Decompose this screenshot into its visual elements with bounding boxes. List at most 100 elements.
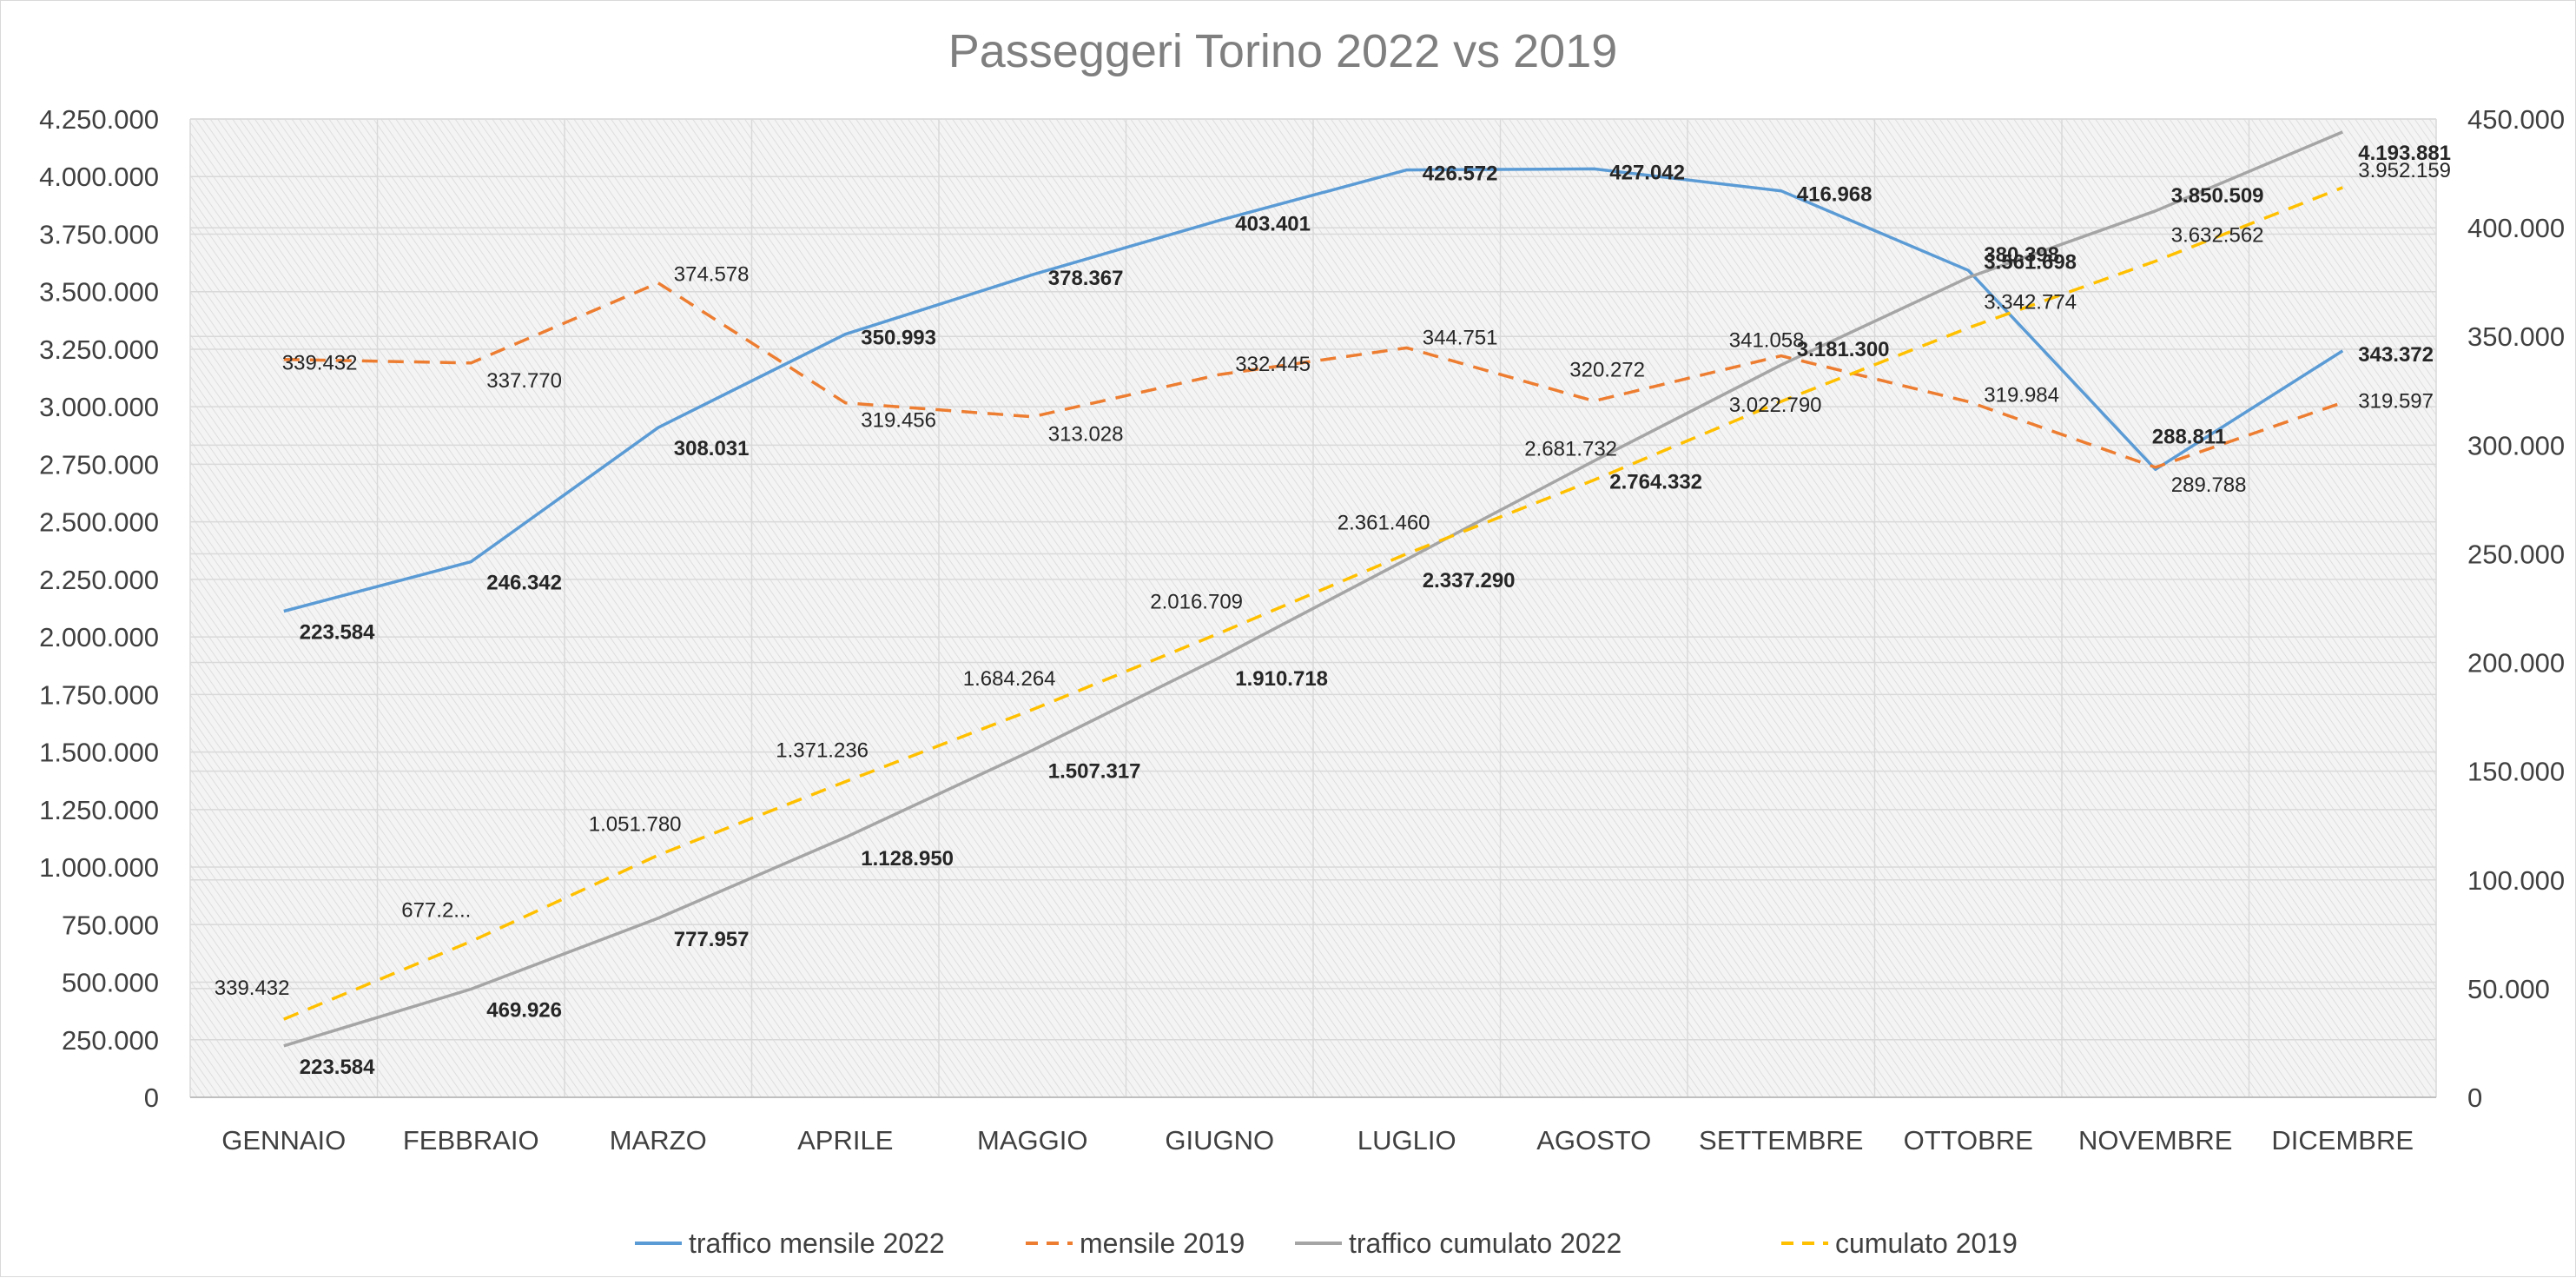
legend: traffico mensile 2022 mensile 2019 traffic… [635, 1228, 2018, 1259]
data-label: 1.910.718 [1235, 667, 1328, 691]
left-axis-tick-label: 3.500.000 [39, 277, 159, 308]
data-label: 288.811 [2152, 425, 2226, 448]
data-label: 3.561.698 [1984, 250, 2077, 274]
legend-label-1: traffico mensile 2022 [689, 1228, 945, 1259]
data-labels: 223.584 246.342 308.031 350.993 378.367 403.4… [215, 142, 2451, 1079]
category-label: MARZO [610, 1125, 707, 1155]
left-axis-tick-label: 1.000.000 [39, 852, 159, 883]
chart-title: Passeggeri Torino 2022 vs 2019 [948, 25, 1618, 77]
data-label: 378.367 [1048, 267, 1124, 290]
data-label: 289.788 [2171, 473, 2247, 497]
left-axis-tick-label: 3.750.000 [39, 219, 159, 249]
data-label: 2.016.709 [1150, 591, 1243, 614]
left-axis-tick-label: 2.500.000 [39, 507, 159, 538]
data-label: 337.770 [486, 369, 562, 393]
data-label: 319.597 [2358, 389, 2434, 413]
category-label: LUGLIO [1357, 1125, 1456, 1155]
right-axis-tick-label: 100.000 [2467, 865, 2565, 896]
data-label: 3.952.159 [2358, 159, 2451, 182]
data-label: 426.572 [1423, 162, 1498, 186]
data-label: 2.337.290 [1423, 569, 1516, 593]
category-label: OTTOBRE [1904, 1125, 2033, 1155]
data-label: 320.272 [1569, 359, 1645, 382]
data-label: 246.342 [486, 572, 562, 595]
left-axis-tick-label: 1.500.000 [39, 738, 159, 768]
left-axis-tick-label: 3.250.000 [39, 334, 159, 365]
right-axis-tick-label: 300.000 [2467, 430, 2565, 460]
data-label: 3.022.790 [1729, 394, 1822, 417]
data-label: 308.031 [674, 437, 750, 460]
data-label: 3.181.300 [1797, 338, 1890, 361]
data-label: 777.957 [674, 928, 750, 951]
data-label: 339.432 [215, 977, 290, 1000]
category-label: APRILE [797, 1125, 893, 1155]
data-label: 380.398 [1984, 243, 2059, 267]
x-axis: GENNAIO FEBBRAIO MARZO APRILE MAGGIO GIUGNO LU… [190, 1096, 2436, 1155]
data-label: 1.051.780 [589, 812, 682, 836]
gridlines [189, 118, 2437, 1098]
right-axis-tick-label: 50.000 [2467, 974, 2550, 1004]
data-label: 374.578 [674, 263, 750, 287]
left-axis-tick-label: 500.000 [62, 968, 159, 998]
right-y-axis: 0 50.000 100.000 150.000 200.000 250.000 300.0… [2467, 104, 2565, 1113]
right-axis-tick-label: 0 [2467, 1083, 2482, 1113]
data-label: 343.372 [2358, 343, 2434, 367]
left-axis-tick-label: 2.750.000 [39, 449, 159, 480]
right-axis-tick-label: 200.000 [2467, 648, 2565, 679]
data-label: 319.456 [861, 409, 936, 433]
series-line-3 [283, 130, 2343, 1048]
series-line-4 [283, 186, 2343, 1021]
data-label: 1.128.950 [861, 847, 954, 871]
left-axis-tick-label: 1.750.000 [39, 679, 159, 710]
data-label: 3.632.562 [2171, 224, 2264, 248]
data-label: 469.926 [486, 998, 562, 1022]
left-axis-tick-label: 4.000.000 [39, 162, 159, 192]
data-label: 350.993 [861, 327, 936, 350]
right-axis-tick-label: 150.000 [2467, 757, 2565, 787]
data-label: 1.371.236 [776, 739, 869, 763]
data-label: 2.361.460 [1338, 511, 1430, 534]
left-axis-tick-label: 750.000 [62, 910, 159, 940]
category-label: SETTEMBRE [1699, 1125, 1863, 1155]
category-label: GIUGNO [1165, 1125, 1274, 1155]
data-label: 2.681.732 [1524, 437, 1617, 460]
right-axis-tick-label: 450.000 [2467, 104, 2565, 135]
category-label: GENNAIO [221, 1125, 346, 1155]
right-axis-tick-label: 250.000 [2467, 539, 2565, 569]
left-axis-tick-label: 2.250.000 [39, 565, 159, 595]
left-axis-tick-label: 250.000 [62, 1025, 159, 1056]
series-lines [283, 130, 2344, 1048]
data-label: 332.445 [1235, 353, 1311, 376]
data-label: 339.432 [282, 352, 358, 375]
data-label: 1.684.264 [963, 667, 1056, 691]
data-label: 4.193.881 [2358, 142, 2451, 165]
data-label: 341.058 [1729, 329, 1805, 353]
category-label: MAGGIO [977, 1125, 1087, 1155]
left-axis-tick-label: 4.250.000 [39, 104, 159, 135]
category-label: NOVEMBRE [2078, 1125, 2232, 1155]
data-label: 427.042 [1609, 161, 1685, 184]
data-label: 344.751 [1423, 326, 1498, 349]
series-line-1 [283, 167, 2344, 613]
category-label: FEBBRAIO [403, 1125, 539, 1155]
data-label: 3.342.774 [1984, 290, 2077, 314]
data-label: 1.507.317 [1048, 760, 1141, 784]
category-label: AGOSTO [1536, 1125, 1651, 1155]
data-label: 403.401 [1235, 213, 1311, 236]
left-axis-tick-label: 3.000.000 [39, 392, 159, 422]
data-label: 319.984 [1984, 383, 2059, 407]
left-y-axis: 0 250.000 500.000 750.000 1.000.000 1.250.000… [39, 104, 159, 1113]
legend-label-4: cumulato 2019 [1835, 1228, 2018, 1259]
data-label: 416.968 [1797, 183, 1873, 207]
category-label: DICEMBRE [2271, 1125, 2414, 1155]
right-axis-tick-label: 350.000 [2467, 321, 2565, 352]
legend-label-3: traffico cumulato 2022 [1349, 1228, 1622, 1259]
legend-label-2: mensile 2019 [1080, 1228, 1245, 1259]
right-axis-tick-label: 400.000 [2467, 213, 2565, 243]
left-axis-tick-label: 0 [144, 1083, 159, 1113]
data-label: 313.028 [1048, 423, 1124, 447]
left-axis-tick-label: 2.000.000 [39, 622, 159, 652]
data-label: 223.584 [300, 621, 375, 645]
